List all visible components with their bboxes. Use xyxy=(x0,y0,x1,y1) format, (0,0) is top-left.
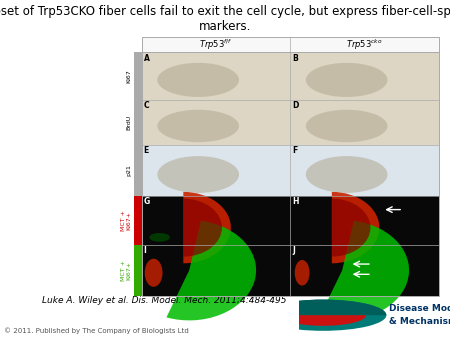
Bar xyxy=(134,245,142,296)
Text: © 2011. Published by The Company of Biologists Ltd: © 2011. Published by The Company of Biol… xyxy=(4,327,189,334)
Text: E: E xyxy=(144,146,149,155)
Text: C: C xyxy=(144,101,149,110)
Text: BrdU: BrdU xyxy=(126,115,131,130)
Bar xyxy=(134,145,142,196)
Ellipse shape xyxy=(149,233,170,242)
Wedge shape xyxy=(332,199,370,257)
Bar xyxy=(134,52,142,100)
Text: Luke A. Wiley et al. Dis. Model. Mech. 2011;4:484-495: Luke A. Wiley et al. Dis. Model. Mech. 2… xyxy=(42,296,287,305)
Text: A subset of Trp53CKO fiber cells fail to exit the cell cycle, but express fiber-: A subset of Trp53CKO fiber cells fail to… xyxy=(0,5,450,33)
Text: I: I xyxy=(144,246,146,255)
Wedge shape xyxy=(280,315,366,326)
Ellipse shape xyxy=(306,110,387,142)
Text: $\it{Trp53}$$^{f/f}$: $\it{Trp53}$$^{f/f}$ xyxy=(199,38,233,52)
Text: G: G xyxy=(144,197,150,206)
Wedge shape xyxy=(183,199,222,257)
Ellipse shape xyxy=(158,63,239,97)
Text: H: H xyxy=(292,197,298,206)
Ellipse shape xyxy=(145,259,162,287)
Bar xyxy=(290,145,439,196)
Bar xyxy=(290,245,439,296)
Ellipse shape xyxy=(295,260,310,286)
Bar xyxy=(290,100,439,145)
Bar xyxy=(142,52,439,296)
Bar xyxy=(142,196,290,245)
Ellipse shape xyxy=(306,63,387,97)
Bar xyxy=(142,100,290,145)
Text: p21: p21 xyxy=(126,165,131,176)
Text: A: A xyxy=(144,54,149,63)
Bar xyxy=(142,37,439,52)
Wedge shape xyxy=(260,299,387,315)
Bar xyxy=(134,196,142,245)
Bar xyxy=(134,100,142,145)
Text: Ki67: Ki67 xyxy=(126,69,131,83)
Wedge shape xyxy=(332,192,379,263)
Bar xyxy=(142,245,290,296)
Ellipse shape xyxy=(158,156,239,193)
Wedge shape xyxy=(183,192,231,263)
Text: D: D xyxy=(292,101,298,110)
Circle shape xyxy=(260,299,387,331)
Bar xyxy=(290,196,439,245)
Text: F: F xyxy=(292,146,297,155)
Bar xyxy=(142,145,290,196)
Text: J: J xyxy=(292,246,295,255)
Text: Disease Models: Disease Models xyxy=(388,304,450,313)
Text: & Mechanisms: & Mechanisms xyxy=(388,317,450,326)
Text: MCT +
Ki67+: MCT + Ki67+ xyxy=(121,260,131,281)
Bar xyxy=(290,52,439,100)
Ellipse shape xyxy=(306,156,387,193)
Ellipse shape xyxy=(158,110,239,142)
Bar xyxy=(142,52,290,100)
Text: $\it{Trp53}$$^{cko}$: $\it{Trp53}$$^{cko}$ xyxy=(346,38,383,52)
Text: MCT +
Ki67+: MCT + Ki67+ xyxy=(121,210,131,231)
Text: B: B xyxy=(292,54,298,63)
Wedge shape xyxy=(166,221,256,320)
Wedge shape xyxy=(320,221,409,320)
